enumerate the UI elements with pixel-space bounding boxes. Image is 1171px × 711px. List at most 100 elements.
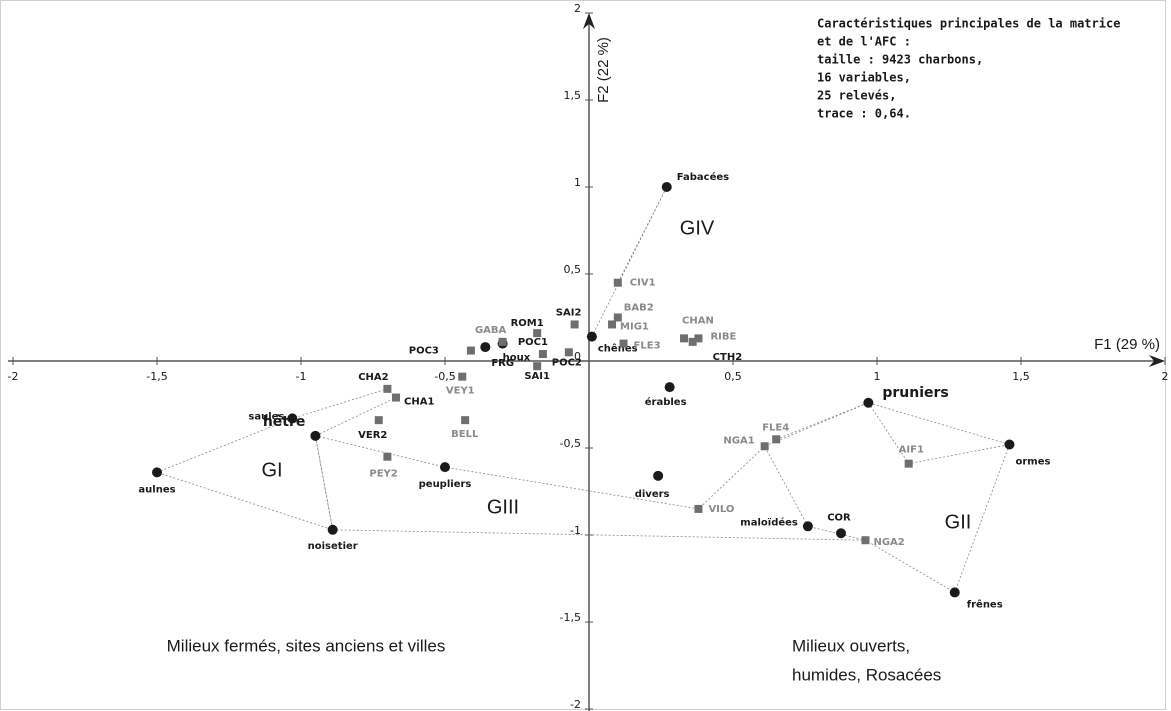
x-arrow	[1149, 355, 1165, 367]
point-label: POC2	[552, 357, 582, 368]
point	[570, 320, 579, 329]
y-tick-label: -1	[570, 524, 581, 537]
point	[461, 416, 470, 425]
y-tick-label: -1,5	[560, 611, 581, 624]
y-tick-label: -0,5	[560, 437, 581, 450]
point	[480, 342, 491, 353]
x-tick-label: 0,5	[724, 370, 742, 383]
point-label: CTH2	[713, 352, 743, 363]
point-label: BAB2	[624, 303, 654, 314]
point-label: NGA1	[723, 435, 754, 446]
point-label: FLE3	[634, 341, 661, 352]
group-outline	[591, 186, 668, 337]
x-tick-label: -2	[8, 370, 19, 383]
point	[586, 331, 597, 342]
x-tick-label: -0,5	[434, 370, 455, 383]
y-tick-label: 2	[574, 2, 581, 15]
info-line: trace : 0,64.	[817, 107, 911, 121]
x-tick-label: 1,5	[1012, 370, 1030, 383]
point	[619, 339, 628, 348]
point	[613, 313, 622, 322]
group-label: GII	[945, 511, 972, 533]
point-label: MIG1	[620, 321, 649, 332]
point-label: VER2	[358, 430, 387, 441]
point-label: CHAN	[682, 315, 714, 326]
point	[664, 382, 675, 393]
point-label: maloïdées	[740, 516, 798, 528]
group-outline	[332, 529, 866, 541]
point-label: pruniers	[882, 385, 948, 401]
y-tick-label: 1,5	[564, 89, 582, 102]
group-label: GI	[261, 459, 282, 481]
x-axis-label: F1 (29 %)	[1094, 336, 1160, 353]
point-label: CHA2	[358, 372, 388, 383]
point-label: SAI1	[524, 371, 550, 382]
point	[538, 350, 547, 359]
point	[564, 348, 573, 357]
point	[383, 452, 392, 461]
point-label: POC3	[409, 346, 439, 357]
point-label: FLE4	[762, 422, 789, 433]
point	[688, 337, 697, 346]
point	[949, 587, 960, 598]
point-label: aulnes	[138, 484, 175, 495]
point-label: CHA1	[404, 397, 434, 408]
point-label: POC1	[518, 337, 548, 348]
x-tick-label: 2	[1162, 370, 1169, 383]
point	[772, 435, 781, 444]
y-tick-label: 1	[574, 176, 581, 189]
zone-label: humides, Rosacées	[792, 665, 941, 684]
y-arrow	[583, 13, 595, 29]
point	[608, 320, 617, 329]
info-line: 25 relevés,	[817, 89, 896, 103]
y-tick-label: -2	[570, 698, 581, 711]
point-label: chênes	[598, 343, 638, 355]
point-label: érables	[645, 396, 687, 408]
point-label: ROM1	[511, 318, 544, 329]
point-label: houx	[503, 353, 531, 364]
y-axis-label: F2 (22 %)	[595, 37, 612, 103]
point-label: COR	[827, 512, 851, 523]
point-label: PEY2	[369, 469, 397, 480]
point	[904, 459, 913, 468]
point-label: NGA2	[873, 537, 904, 548]
x-tick-label: -1	[296, 370, 307, 383]
point-label: AIF1	[899, 445, 924, 456]
point-label: ormes	[1015, 457, 1050, 468]
point	[392, 393, 401, 402]
point	[374, 416, 383, 425]
point	[287, 413, 298, 424]
point	[383, 384, 392, 393]
point-label: BELL	[451, 429, 479, 440]
point	[760, 442, 769, 451]
point-label: FRG	[491, 358, 514, 369]
point	[152, 467, 162, 478]
point	[680, 334, 689, 343]
point	[458, 372, 467, 381]
point-label: RIBE	[710, 331, 736, 342]
point	[1004, 439, 1015, 450]
group-label: GIII	[487, 496, 519, 518]
point-label: VEY1	[446, 386, 475, 397]
x-tick-label: -1,5	[146, 370, 167, 383]
point-label: saules	[248, 411, 284, 422]
point	[694, 334, 703, 343]
zone-label: Milieux ouverts,	[792, 636, 910, 655]
point	[533, 329, 542, 338]
point	[802, 521, 813, 532]
point	[327, 524, 338, 535]
point-label: CIV1	[630, 278, 656, 289]
point	[861, 536, 870, 545]
point	[440, 462, 450, 473]
info-line: taille : 9423 charbons,	[817, 53, 983, 67]
point	[836, 528, 846, 539]
info-line: Caractéristiques principales de la matri…	[817, 17, 1120, 31]
group-outline	[315, 435, 765, 510]
x-tick-label: 1	[874, 370, 881, 383]
y-tick-label: 0,5	[564, 263, 582, 276]
info-line: et de l'AFC :	[817, 35, 911, 49]
point	[613, 278, 622, 287]
point-label: peupliers	[419, 479, 472, 490]
point-label: frênes	[967, 598, 1003, 610]
